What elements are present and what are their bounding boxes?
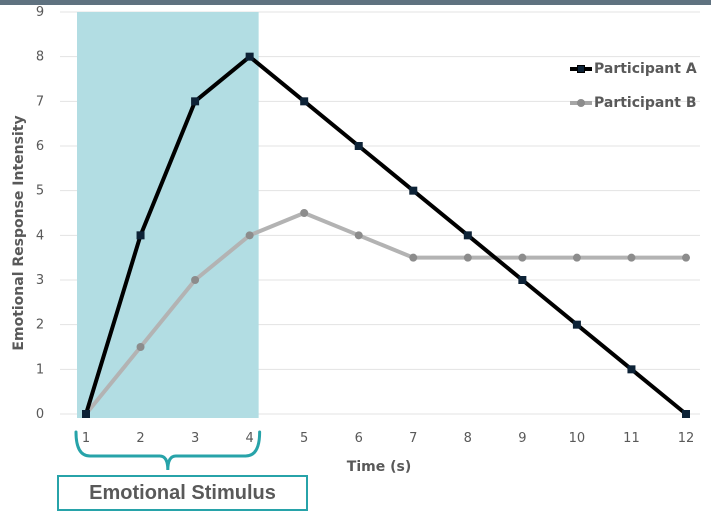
data-point-participant-b bbox=[300, 209, 309, 217]
legend-label-participant-a: Participant A bbox=[594, 61, 697, 77]
x-tick-label: 2 bbox=[136, 431, 144, 446]
y-tick-label: 2 bbox=[36, 318, 44, 333]
legend-swatch-participant-b bbox=[570, 99, 592, 107]
x-tick-label: 10 bbox=[569, 431, 586, 446]
y-tick-label: 5 bbox=[36, 184, 44, 199]
data-point-participant-a bbox=[245, 52, 254, 61]
data-point-participant-b bbox=[627, 253, 636, 262]
x-tick-label: 8 bbox=[464, 431, 472, 446]
data-point-participant-a bbox=[136, 231, 145, 240]
x-tick-label: 4 bbox=[245, 431, 253, 446]
legend: Participant A Participant B bbox=[570, 52, 710, 120]
data-point-participant-a bbox=[191, 97, 200, 106]
series-line-participant-a bbox=[84, 54, 688, 416]
legend-label-participant-b: Participant B bbox=[594, 95, 697, 111]
data-point-participant-a bbox=[682, 410, 690, 418]
data-point-participant-a bbox=[354, 142, 363, 150]
y-tick-label: 4 bbox=[36, 228, 44, 243]
legend-item-participant-a: Participant A bbox=[570, 52, 710, 86]
x-tick-label: 9 bbox=[518, 431, 526, 446]
y-tick-label: 7 bbox=[36, 94, 44, 109]
x-tick-label: 1 bbox=[82, 431, 90, 446]
legend-swatch-participant-a bbox=[570, 65, 592, 73]
circle-marker-icon bbox=[577, 99, 585, 107]
data-point-participant-b bbox=[518, 253, 527, 262]
x-tick-label: 11 bbox=[623, 431, 640, 446]
data-point-participant-b bbox=[409, 253, 418, 262]
series-line-participant-b bbox=[84, 211, 686, 416]
x-tick-label: 3 bbox=[191, 431, 199, 446]
data-point-participant-b bbox=[572, 253, 581, 262]
data-point-participant-a bbox=[518, 276, 527, 284]
x-tick-label: 12 bbox=[678, 431, 695, 446]
data-point-participant-b bbox=[682, 253, 690, 262]
x-tick-label: 6 bbox=[355, 431, 363, 446]
data-point-participant-a bbox=[627, 365, 636, 374]
data-point-participant-a bbox=[300, 97, 309, 106]
y-tick-label: 9 bbox=[36, 5, 44, 20]
x-tick-label: 5 bbox=[300, 431, 308, 446]
y-tick-label: 1 bbox=[36, 362, 44, 377]
data-point-participant-b bbox=[354, 231, 363, 240]
data-point-participant-a bbox=[463, 231, 472, 240]
data-point-participant-a bbox=[409, 186, 418, 195]
y-tick-label: 8 bbox=[36, 50, 44, 65]
stimulus-brace bbox=[74, 430, 262, 471]
data-point-participant-a bbox=[82, 410, 90, 418]
top-border-bar bbox=[0, 0, 711, 5]
y-tick-label: 3 bbox=[36, 273, 44, 288]
y-tick-label: 6 bbox=[36, 139, 44, 154]
x-axis-title: Time (s) bbox=[347, 459, 411, 475]
data-point-participant-b bbox=[191, 276, 200, 284]
legend-item-participant-b: Participant B bbox=[570, 86, 710, 120]
y-axis-title: Emotional Response Intensity bbox=[11, 115, 27, 350]
square-marker-icon bbox=[577, 65, 585, 73]
data-point-participant-b bbox=[463, 253, 472, 262]
x-tick-label: 7 bbox=[409, 431, 417, 446]
data-point-participant-b bbox=[245, 231, 254, 240]
data-point-participant-b bbox=[136, 343, 145, 351]
stimulus-annotation-label: Emotional Stimulus bbox=[57, 475, 308, 511]
y-tick-label: 0 bbox=[36, 407, 44, 422]
data-point-participant-a bbox=[572, 320, 581, 329]
